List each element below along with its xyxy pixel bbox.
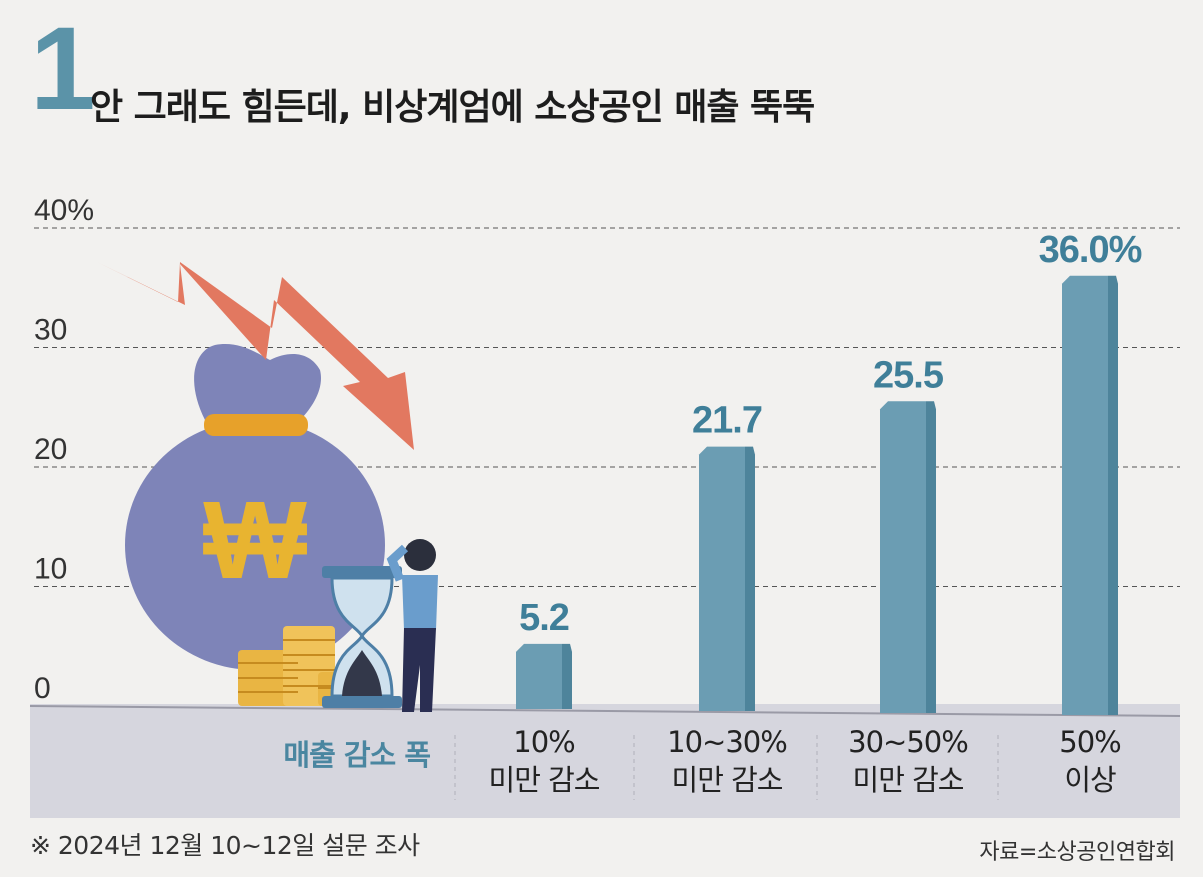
bar-value-label: 5.2 [519,597,569,639]
y-tick-label: 0 [34,672,51,705]
bar-value-label: 21.7 [692,400,762,442]
won-sign-icon: ₩ [203,479,307,602]
chart-title: 안 그래도 힘든데, 비상계엄에 소상공인 매출 뚝뚝 [90,87,815,128]
x-tick-label: 10~30% [667,725,787,759]
bar [1062,275,1108,715]
y-tick-label: 30 [34,314,67,347]
bar-side [926,401,936,713]
x-axis-label: 매출 감소 폭 [283,738,430,772]
money-bag-icon: ₩ [125,343,385,670]
x-tick-label: 30~50% [848,725,968,759]
x-tick-label: 미만 감소 [853,763,964,797]
x-tick-label: 미만 감소 [489,763,600,797]
svg-text:₩: ₩ [203,479,307,602]
bar-value-label: 25.5 [873,354,944,396]
source-credit: 자료=소상공인연합회 [979,840,1175,865]
chart-floor [30,704,1180,818]
x-tick-label: 50% [1059,725,1120,759]
chart-number: 1 [30,3,96,135]
down-arrow-icon [97,262,414,450]
hourglass-icon [322,566,402,708]
x-tick-label: 미만 감소 [672,763,783,797]
y-tick-label: 20 [34,433,67,466]
bar-side [562,643,572,709]
y-tick-label: 10 [34,553,67,586]
stressed-person-icon [386,539,438,712]
x-tick-label: 이상 [1064,763,1116,797]
x-tick-label: 10% [513,725,574,759]
bar [880,401,926,713]
bar-side [745,446,755,711]
bar-side [1108,275,1118,715]
bar [699,446,745,711]
footnote: ※ 2024년 12월 10~12일 설문 조사 [30,831,420,860]
baseline [29,705,1181,717]
illustration: ₩ [97,262,438,712]
bar [516,643,562,709]
y-tick-label: 40% [34,194,94,227]
bar-value-label: 36.0% [1039,229,1142,271]
